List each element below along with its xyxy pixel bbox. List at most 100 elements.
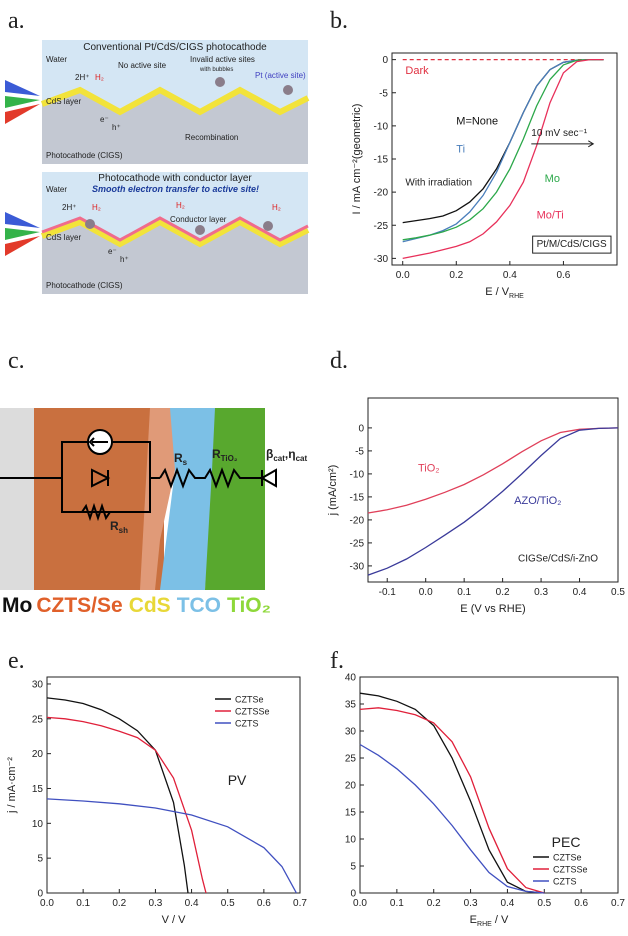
x-tick-label: 0.5 bbox=[611, 587, 625, 598]
x-tick-label: 0.4 bbox=[185, 898, 199, 909]
series-line bbox=[46, 716, 207, 894]
panel-label: d. bbox=[330, 348, 348, 374]
arrow bbox=[531, 140, 595, 148]
series-label: Dark bbox=[405, 65, 429, 77]
label: TiO₂ bbox=[221, 454, 238, 463]
x-tick-label: 0.0 bbox=[40, 898, 54, 909]
label: R bbox=[110, 519, 119, 533]
label: Pt (active site) bbox=[255, 71, 306, 80]
bubble bbox=[283, 85, 293, 95]
circuit-label: Rs bbox=[174, 451, 188, 467]
label: cat bbox=[273, 454, 285, 463]
light bbox=[5, 104, 40, 124]
series-line bbox=[359, 743, 545, 894]
y-axis-label: I / mA cm⁻²(geometric) bbox=[351, 104, 363, 215]
y-tick-label: 10 bbox=[345, 835, 357, 846]
y-tick-label: 30 bbox=[345, 727, 357, 738]
x-tick-label: 0.6 bbox=[556, 270, 570, 281]
y-tick-label: -5 bbox=[379, 88, 388, 99]
label: 2H⁺ bbox=[62, 203, 76, 212]
layer-name: CdS bbox=[129, 594, 171, 617]
label: Photocathode (CIGS) bbox=[46, 151, 123, 160]
plot-frame bbox=[367, 397, 619, 583]
label: Smooth electron transfer to active site! bbox=[92, 184, 259, 194]
annotation: PV bbox=[228, 772, 247, 788]
plot-frame bbox=[391, 52, 618, 266]
x-tick-label: 0.5 bbox=[537, 898, 551, 909]
y-tick-label: 40 bbox=[345, 673, 357, 684]
series-label: M=None bbox=[456, 116, 498, 128]
legend-label: CZTS bbox=[553, 877, 577, 887]
panel-label: e. bbox=[8, 648, 25, 674]
x-tick-label: 0.3 bbox=[464, 898, 478, 909]
x-axis-label: E / VRHE bbox=[485, 286, 524, 300]
label: cat bbox=[296, 454, 308, 463]
y-tick-label: 5 bbox=[37, 854, 43, 865]
circuit-label: βcat,ηcat bbox=[266, 447, 307, 463]
light bbox=[5, 228, 40, 240]
light bbox=[5, 80, 40, 96]
y-tick-label: 30 bbox=[32, 679, 44, 690]
y-tick-label: -25 bbox=[374, 221, 389, 232]
x-tick-label: 0.0 bbox=[419, 587, 433, 598]
y-tick-label: 20 bbox=[345, 781, 357, 792]
layer-name: TiO₂ bbox=[227, 594, 271, 617]
series-label: TiO₂ bbox=[418, 463, 440, 475]
plot-frame bbox=[46, 676, 301, 894]
light bbox=[5, 236, 40, 256]
panel-label: f. bbox=[330, 648, 344, 674]
y-tick-label: 35 bbox=[345, 700, 357, 711]
label: h⁺ bbox=[120, 255, 129, 264]
label: Invalid active sites bbox=[190, 55, 255, 64]
series-line bbox=[46, 697, 189, 894]
legend-label: CZTS bbox=[235, 719, 259, 729]
layer-legend: Mo CZTS/Se CdS TCO TiO₂ bbox=[2, 594, 271, 617]
annotation: 10 mV sec⁻¹ bbox=[531, 128, 588, 139]
annotation: With irradiation bbox=[405, 178, 472, 189]
series-line bbox=[359, 707, 545, 894]
label: sh bbox=[119, 526, 128, 535]
y-tick-label: 0 bbox=[350, 889, 356, 900]
label: H₂ bbox=[95, 73, 104, 82]
bubble bbox=[263, 221, 273, 231]
label: Water bbox=[46, 55, 67, 64]
label: R bbox=[212, 447, 221, 461]
annotation: CIGSe/CdS/i-ZnO bbox=[518, 553, 598, 564]
legend-label: CZTSe bbox=[553, 853, 582, 863]
text-part: RHE bbox=[509, 293, 524, 300]
series-line bbox=[402, 58, 604, 260]
series-line bbox=[46, 798, 297, 894]
y-tick-label: -15 bbox=[374, 155, 389, 166]
y-tick-label: -20 bbox=[374, 188, 389, 199]
series-line bbox=[402, 58, 604, 241]
series-label: Ti bbox=[456, 143, 465, 155]
x-tick-label: 0.4 bbox=[500, 898, 514, 909]
y-tick-label: 15 bbox=[32, 784, 44, 795]
label: H₂ bbox=[92, 203, 101, 212]
y-tick-label: -10 bbox=[350, 469, 365, 480]
x-axis-label: E (V vs RHE) bbox=[460, 603, 525, 615]
label: ,η bbox=[285, 447, 296, 461]
y-tick-label: -30 bbox=[350, 561, 365, 572]
label: R bbox=[174, 451, 183, 465]
panel-c: c. Rs RTiO₂ βcat,ηcat Rsh Mo CZTS/Se CdS TC… bbox=[0, 348, 307, 617]
diagram-title: Photocathode with conductor layer bbox=[98, 173, 252, 184]
x-tick-label: 0.1 bbox=[76, 898, 90, 909]
x-tick-label: 0.4 bbox=[503, 270, 517, 281]
label: 2H⁺ bbox=[75, 73, 89, 82]
x-tick-label: 0.0 bbox=[353, 898, 367, 909]
series-label: Mo/Ti bbox=[537, 210, 564, 222]
y-tick-label: 0 bbox=[37, 889, 43, 900]
y-tick-label: 25 bbox=[32, 714, 44, 725]
annotation: PEC bbox=[552, 834, 581, 850]
y-tick-label: -20 bbox=[350, 515, 365, 526]
panel-label: c. bbox=[8, 348, 25, 374]
series-line bbox=[367, 427, 619, 514]
x-tick-label: 0.2 bbox=[496, 587, 510, 598]
panel-label: b. bbox=[330, 8, 348, 34]
label: CdS layer bbox=[46, 233, 81, 242]
series-label: Mo bbox=[545, 173, 560, 185]
y-axis-label: j (mA/cm²) bbox=[327, 465, 339, 517]
y-tick-label: -10 bbox=[374, 121, 389, 132]
label: Recombination bbox=[185, 133, 238, 142]
